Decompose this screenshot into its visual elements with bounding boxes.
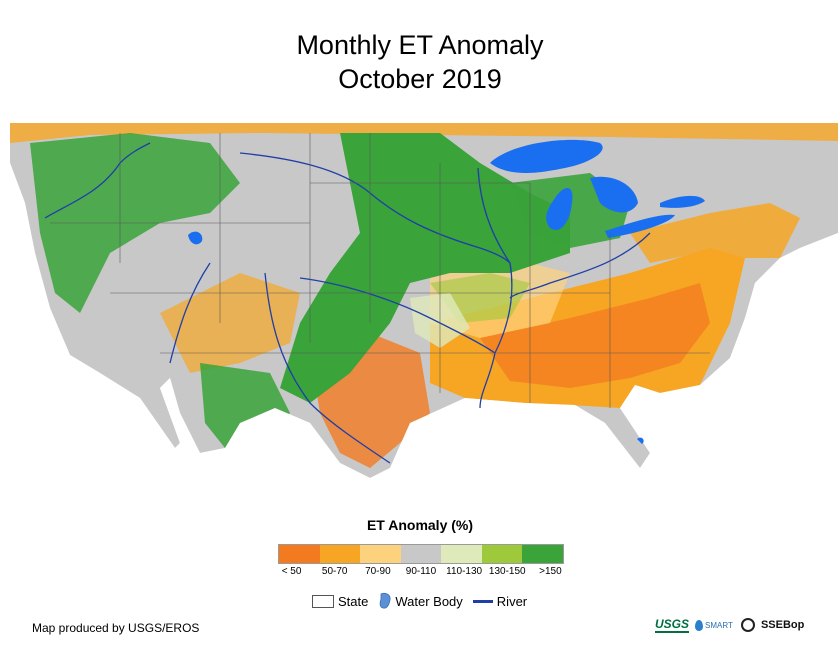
water-body-icon xyxy=(380,592,391,609)
legend-state-label: State xyxy=(338,593,369,609)
legend-river-label: River xyxy=(496,593,528,609)
rio-grande xyxy=(264,272,391,464)
legend-water-body: Water Body xyxy=(378,592,463,610)
legend-title: ET Anomaly (%) xyxy=(366,517,474,533)
legend-water-label: Water Body xyxy=(395,593,463,609)
lake-huron xyxy=(590,176,638,213)
title-line-1: Monthly ET Anomaly xyxy=(296,30,544,60)
map-credit: Map produced by USGS/EROS xyxy=(32,621,200,635)
swatch-lt-50 xyxy=(279,545,320,563)
map-canvas xyxy=(10,123,838,480)
scale-label: 130-150 xyxy=(488,566,526,577)
scale-labels: < 50 50-70 70-90 90-110 110-130 130-150 … xyxy=(270,566,572,577)
lake-ontario xyxy=(660,195,705,208)
swatch-130-150 xyxy=(481,545,523,563)
river-line-icon xyxy=(472,599,493,603)
lake-erie xyxy=(605,214,675,238)
swatch-110-130 xyxy=(441,545,482,563)
wet-zone-plains xyxy=(280,133,570,403)
colorado-river xyxy=(169,262,211,364)
scale-label: 90-110 xyxy=(405,566,437,577)
color-scale xyxy=(278,544,564,564)
title-line-2: October 2019 xyxy=(338,64,502,94)
ssebop-logo: SSEBop xyxy=(740,618,805,632)
great-salt-lake xyxy=(188,231,203,245)
smart-logo: SMART xyxy=(695,619,733,631)
map-title: Monthly ET Anomaly October 2019 xyxy=(0,28,840,96)
scale-label: < 50 xyxy=(281,566,302,577)
ssebop-mark-icon xyxy=(740,618,755,632)
dry-zone-southeast-deep xyxy=(480,283,710,388)
mississippi-river xyxy=(477,167,513,409)
swatch-gt-150 xyxy=(522,545,564,563)
state-borders xyxy=(50,133,710,408)
symbol-legend: State Water Body River xyxy=(312,592,537,610)
swatch-50-70 xyxy=(319,545,361,563)
dry-zone-northeast xyxy=(630,203,800,263)
legend-state: State xyxy=(312,594,368,609)
usgs-logo: USGS xyxy=(655,617,690,633)
smart-logo-text: SMART xyxy=(705,620,733,630)
missouri-river xyxy=(239,152,511,264)
swatch-90-110 xyxy=(400,545,442,563)
swatch-70-90 xyxy=(360,545,401,563)
logo-strip: USGS SMART SSEBop xyxy=(655,612,804,638)
scale-label: 50-70 xyxy=(321,566,348,577)
dry-zone-west xyxy=(160,273,300,373)
lake-okeechobee xyxy=(637,437,644,444)
scale-label: >150 xyxy=(539,566,562,577)
scale-label: 110-130 xyxy=(446,566,483,577)
great-lakes xyxy=(188,139,705,444)
water-drop-icon xyxy=(695,619,704,631)
state-outline-icon xyxy=(312,594,334,608)
ocean-mask-south xyxy=(10,163,838,480)
ssebop-logo-text: SSEBop xyxy=(760,618,805,631)
et-anomaly-map xyxy=(10,123,838,480)
lake-superior xyxy=(490,139,603,173)
ohio-river xyxy=(509,232,651,299)
arkansas-river xyxy=(299,277,496,354)
scale-label: 70-90 xyxy=(365,566,391,577)
lake-michigan xyxy=(546,187,573,231)
legend-river: River xyxy=(472,593,528,609)
